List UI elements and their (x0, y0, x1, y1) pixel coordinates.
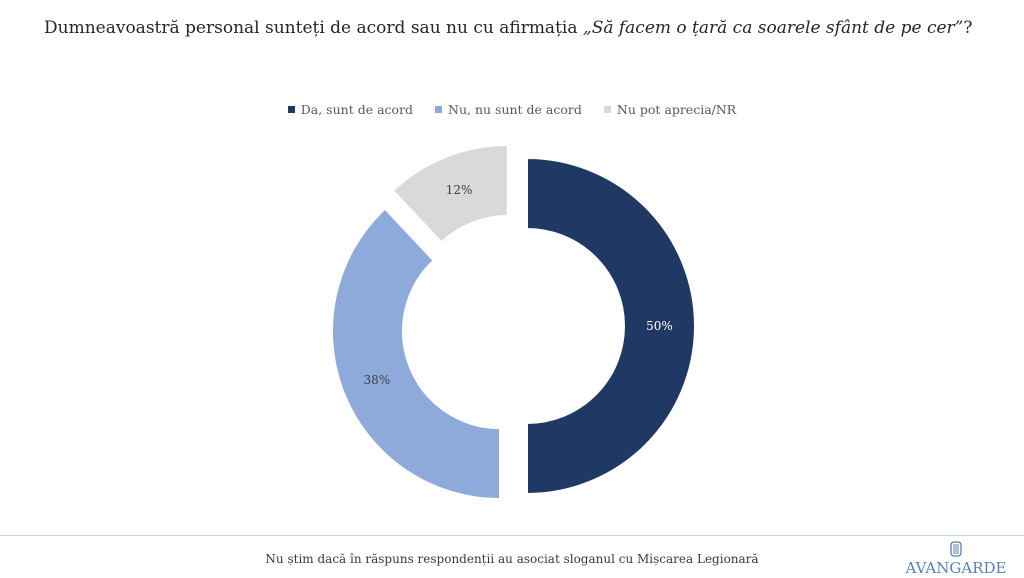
title-quote: „Să facem o țară ca soarele sfânt de pe … (582, 18, 964, 38)
slice-agree-data-label: 50% (646, 319, 673, 333)
avangarde-logo: AVANGARDE (905, 541, 1007, 576)
title-suffix: ? (963, 18, 973, 38)
legend-item-disagree: Nu, nu sunt de acord (435, 102, 582, 117)
footnote: Nu știm dacă în răspuns respondenții au … (265, 552, 759, 566)
footer: Nu știm dacă în răspuns respondenții au … (0, 535, 1024, 578)
page-title: Dumneavoastră personal sunteți de acord … (44, 18, 972, 38)
logo-emblem-icon (950, 541, 962, 557)
legend-item-no-answer: Nu pot aprecia/NR (603, 102, 737, 117)
slice-agree (526, 156, 696, 496)
legend-label-agree: Da, sunt de acord (300, 102, 414, 117)
legend-item-agree: Da, sunt de acord (287, 102, 414, 117)
legend-swatch-agree (287, 106, 295, 113)
legend-swatch-no-answer (603, 106, 611, 113)
slice-no-answer-data-label: 12% (446, 183, 473, 197)
logo-wordmark: AVANGARDE (905, 559, 1007, 576)
slice-disagree (330, 207, 501, 501)
slice-no-answer (391, 143, 509, 244)
legend-swatch-disagree (435, 106, 443, 113)
legend-label-disagree: Nu, nu sunt de acord (448, 102, 582, 117)
title-prefix: Dumneavoastră personal sunteți de acord … (44, 18, 583, 38)
chart-legend: Da, sunt de acord Nu, nu sunt de acord N… (0, 102, 1024, 117)
slice-disagree-data-label: 38% (363, 373, 390, 387)
legend-label-no-answer: Nu pot aprecia/NR (616, 102, 737, 117)
